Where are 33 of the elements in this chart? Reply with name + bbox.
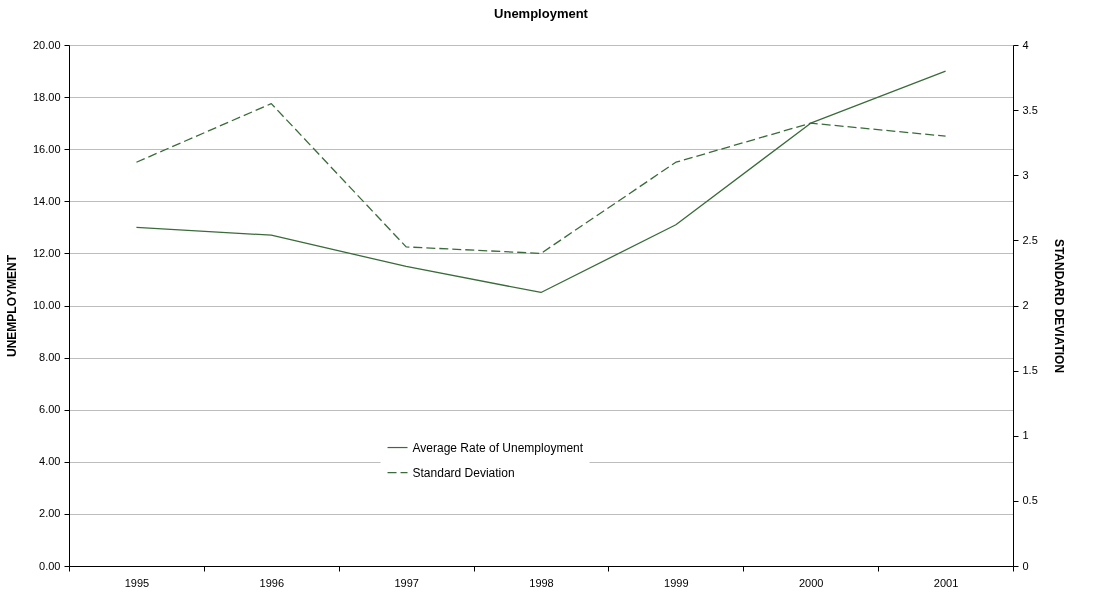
y-tick-label: 0.00 xyxy=(39,559,61,572)
y-tick-label: 12.00 xyxy=(32,246,61,259)
y-tick-label: 2.00 xyxy=(39,507,61,520)
legend-label: Average Rate of Unemployment xyxy=(412,440,584,455)
x-tick-label: 2001 xyxy=(933,576,959,589)
y-tick-label: 20.00 xyxy=(32,38,61,51)
y2-tick-label: 0 xyxy=(1022,559,1029,572)
x-tick-label: 1996 xyxy=(259,576,285,589)
y-tick-label: 14.00 xyxy=(32,194,61,207)
y2-tick-label: 1 xyxy=(1022,429,1029,442)
legend-label: Standard Deviation xyxy=(412,465,515,480)
y2-tick-label: 3.5 xyxy=(1022,103,1038,116)
x-tick-label: 1999 xyxy=(664,576,689,589)
y2-tick-label: 2 xyxy=(1022,299,1029,311)
x-tick-label: 2000 xyxy=(798,576,824,589)
y2-tick-label: 2.5 xyxy=(1022,233,1038,246)
y-tick-label: 8.00 xyxy=(39,351,61,364)
x-tick-label: 1995 xyxy=(124,576,150,589)
y2-axis-title: STANDARD DEVIATION xyxy=(1051,238,1066,374)
x-tick-label: 1997 xyxy=(394,576,419,589)
y-tick-label: 18.00 xyxy=(32,90,61,103)
y2-tick-label: 1.5 xyxy=(1022,364,1038,377)
line-series xyxy=(135,70,947,294)
y-tick-label: 16.00 xyxy=(32,142,61,155)
y-tick-label: 6.00 xyxy=(39,403,61,416)
x-tick-label: 1998 xyxy=(529,576,554,589)
y2-tick-label: 0.5 xyxy=(1022,494,1038,507)
y2-tick-label: 4 xyxy=(1022,38,1029,51)
y-tick-label: 4.00 xyxy=(39,455,61,468)
chart-title: Unemployment xyxy=(494,6,589,21)
y-axis-title: UNEMPLOYMENT xyxy=(4,254,19,357)
y-tick-label: 10.00 xyxy=(32,299,61,311)
y2-tick-label: 3 xyxy=(1022,168,1029,181)
